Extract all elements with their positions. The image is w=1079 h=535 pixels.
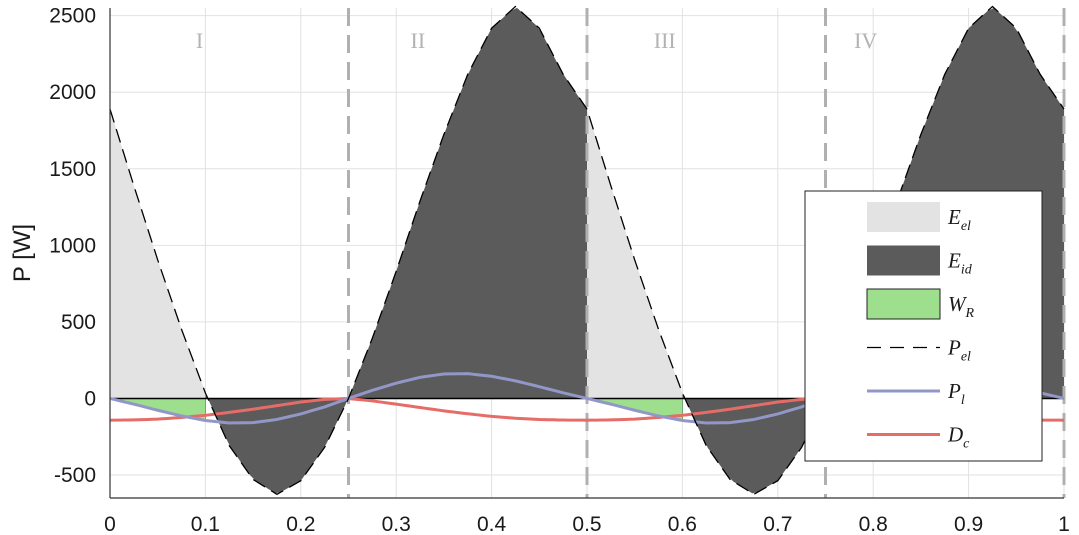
legend-label: Eid [947, 249, 973, 278]
x-tick-label: 0.9 [954, 513, 983, 535]
legend: Eel Eid WR Pel Pl Dc [804, 190, 1043, 462]
y-tick-label: -500 [54, 464, 96, 487]
x-tick-labels: 0 0.1 0.2 0.3 0.4 0.5 0.6 0.7 0.8 0.9 1 [104, 513, 1070, 535]
legend-swatch [867, 202, 940, 232]
x-tick-label: 0.1 [191, 513, 220, 535]
region-label: I [196, 28, 203, 53]
series-line-p-el [109, 5, 1065, 496]
x-tick-label: 0.7 [763, 513, 792, 535]
axes [109, 8, 1064, 499]
x-tick-label: 1 [1058, 513, 1070, 535]
region-label: IV [854, 28, 877, 53]
region-label: II [411, 28, 426, 53]
legend-label: Pel [947, 336, 971, 365]
y-tick-label: 1000 [49, 234, 96, 257]
legend-swatch [866, 288, 941, 320]
legend-label: Pl [947, 379, 965, 408]
region-labels: I II III IV [196, 28, 878, 53]
y-tick-label: 500 [61, 311, 96, 334]
legend-swatch [867, 245, 940, 276]
x-tick-label: 0.8 [859, 513, 888, 535]
area-e-id [205, 7, 587, 494]
area-e-el [110, 109, 206, 399]
x-tick-label: 0.2 [286, 513, 315, 535]
x-tick-label: 0.3 [382, 513, 411, 535]
x-tick-label: 0.5 [572, 513, 601, 535]
y-axis-title: P [W] [9, 224, 36, 282]
y-tick-labels: -500 0 500 1000 1500 2000 2500 [49, 5, 96, 487]
y-tick-label: 0 [84, 387, 96, 410]
legend-label: Eel [947, 205, 971, 234]
legend-label: WR [948, 292, 975, 321]
legend-box [804, 190, 1043, 462]
y-tick-label: 2500 [49, 5, 96, 28]
area-e-el [587, 109, 683, 399]
x-tick-label: 0.6 [668, 513, 697, 535]
x-tick-label: 0 [104, 513, 116, 535]
legend-label: Dc [947, 423, 970, 452]
x-tick-label: 0.4 [477, 513, 507, 535]
y-tick-label: 2000 [49, 81, 96, 104]
y-tick-label: 1500 [49, 158, 96, 181]
region-label: III [654, 28, 676, 53]
